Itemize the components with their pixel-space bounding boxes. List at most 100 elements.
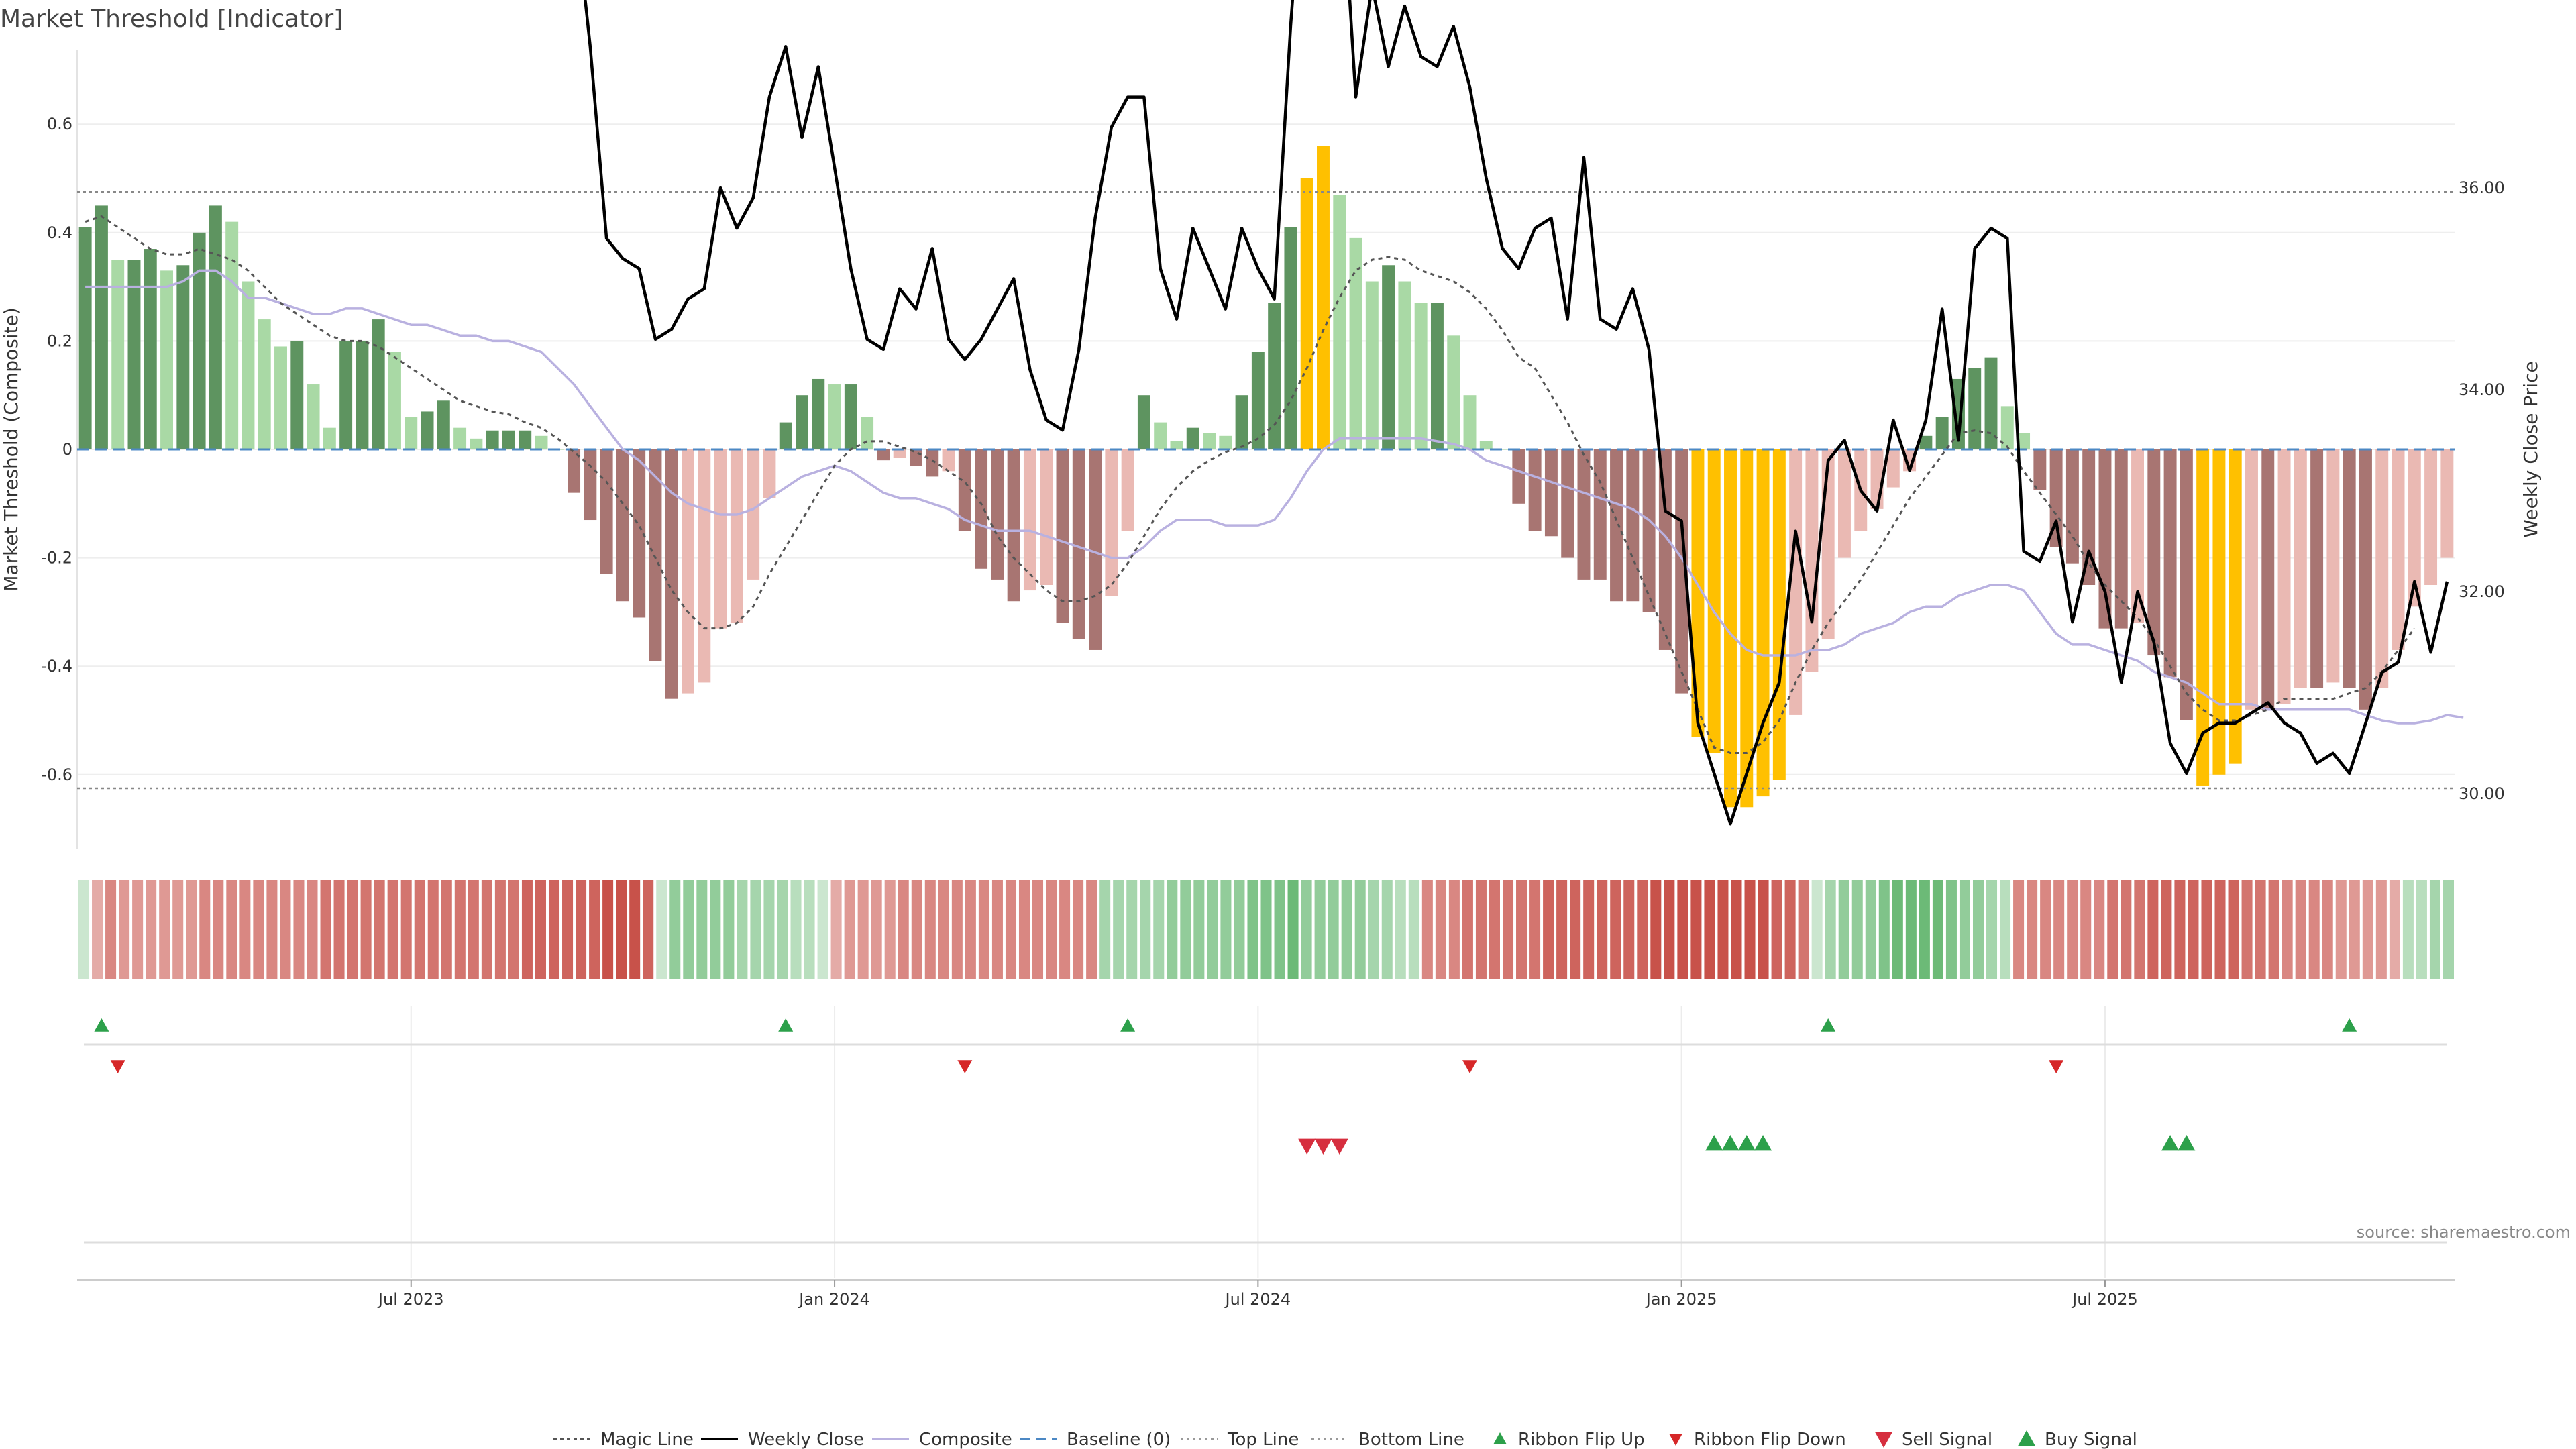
histogram-bar [2294,449,2307,688]
left-axis-label: Market Threshold (Composite) [0,307,22,591]
ribbon-cell [589,880,600,979]
histogram-bar [2147,449,2161,656]
histogram-bar [111,260,125,449]
ribbon-cell [1140,880,1151,979]
histogram-bar [584,449,597,521]
ribbon-cell [938,880,949,979]
ribbon-cell [669,880,681,979]
x-tick-label: Jul 2024 [1224,1290,1291,1309]
histogram-bar [2375,449,2389,688]
histogram-bar [339,341,353,449]
ribbon-cell [1838,880,1849,979]
ribbon-cell [1664,880,1675,979]
ribbon-cell [468,880,479,979]
histogram-bar [1479,441,1493,449]
ribbon-flip-up-marker [778,1018,794,1032]
sell-signal-marker [1330,1138,1348,1155]
ribbon-cell [320,880,331,979]
histogram-bar [1658,449,1672,650]
ribbon-cell [790,880,802,979]
sell-signal-marker [1314,1138,1332,1155]
ribbon-cell [723,880,735,979]
ribbon-cell [830,880,842,979]
histogram-bar [2114,449,2128,629]
ribbon-cell [226,880,237,979]
ribbon-cell [427,880,439,979]
legend-label: Sell Signal [1902,1430,1992,1449]
histogram-bar [225,221,239,449]
histogram-bar [1903,449,1917,472]
ribbon-cell [871,880,882,979]
ribbon-cell [2067,880,2078,979]
histogram-bar [975,449,988,569]
left-tick-label: -0.6 [41,765,72,784]
ribbon-cell [2322,880,2333,979]
histogram-bar [193,232,206,449]
ribbon-cell [629,880,641,979]
ribbon-cell [508,880,519,979]
ribbon-cell [1462,880,1473,979]
ribbon-cell [2094,880,2105,979]
histogram-bar [1333,195,1346,449]
ribbon-cell [1301,880,1312,979]
histogram-bar [747,449,760,580]
ribbon-cell [924,880,936,979]
histogram-bar [1805,449,1819,672]
legend-label: Buy Signal [2045,1430,2137,1449]
histogram-bar [1772,449,1786,780]
histogram-bar [519,430,532,449]
ribbon-cell [1247,880,1258,979]
ribbon-cell [2349,880,2360,979]
ribbon-cell [374,880,385,979]
ribbon-cell [643,880,654,979]
ribbon-cell [105,880,117,979]
ribbon-cell [1610,880,1621,979]
x-tick-label: Jan 2024 [798,1290,870,1309]
histogram-bar [2196,449,2210,786]
histogram-bar [2082,449,2096,585]
histogram-bar [2000,406,2014,449]
histogram-bar [1512,449,1525,504]
ribbon-cell [494,880,506,979]
ribbon-cell [2107,880,2118,979]
ribbon-cell [1032,880,1044,979]
ribbon-cell [1381,880,1393,979]
histogram-bar [372,319,385,449]
ribbon-cell [454,880,466,979]
histogram-bar [1121,449,1134,531]
histogram-bar [323,427,336,449]
ribbon-flip-up-marker [2342,1018,2357,1032]
ribbon-cell [1234,880,1245,979]
histogram-bar [1463,395,1477,449]
ribbon-cell [951,880,963,979]
right-tick-label: 32.00 [2459,582,2505,601]
ribbon-cell [2228,880,2239,979]
ribbon-cell [2080,880,2092,979]
ribbon-cell [1597,880,1608,979]
ribbon-cell [978,880,989,979]
composite-line [85,269,2464,724]
ribbon-cell [1059,880,1071,979]
histogram-bar [144,249,157,449]
x-axis: Jul 2023 Jan 2024 Jul 2024 Jan 2025 Jul 2025 [77,1279,2455,1309]
histogram-bar [665,449,678,699]
ribbon-cell [2443,880,2454,979]
histogram-bar [1235,395,1248,449]
legend-swatch-buy [2018,1430,2035,1446]
ribbon-cell [1086,880,1097,979]
ribbon-cell [884,880,896,979]
ribbon-cell [737,880,748,979]
ribbon-cell [2013,880,2025,979]
ribbon-cell [2000,880,2011,979]
ribbon-cell [576,880,587,979]
ribbon-cell [1986,880,1998,979]
signal-panel [84,1135,2447,1244]
magic-line [85,215,2416,754]
histogram-bar [909,449,922,466]
ribbon-cell [1690,880,1702,979]
weekly-close-line [584,0,2449,826]
histogram-bar [698,449,711,683]
ribbon-cell [911,880,922,979]
histogram-bar [633,449,646,618]
ribbon-cell [2241,880,2253,979]
